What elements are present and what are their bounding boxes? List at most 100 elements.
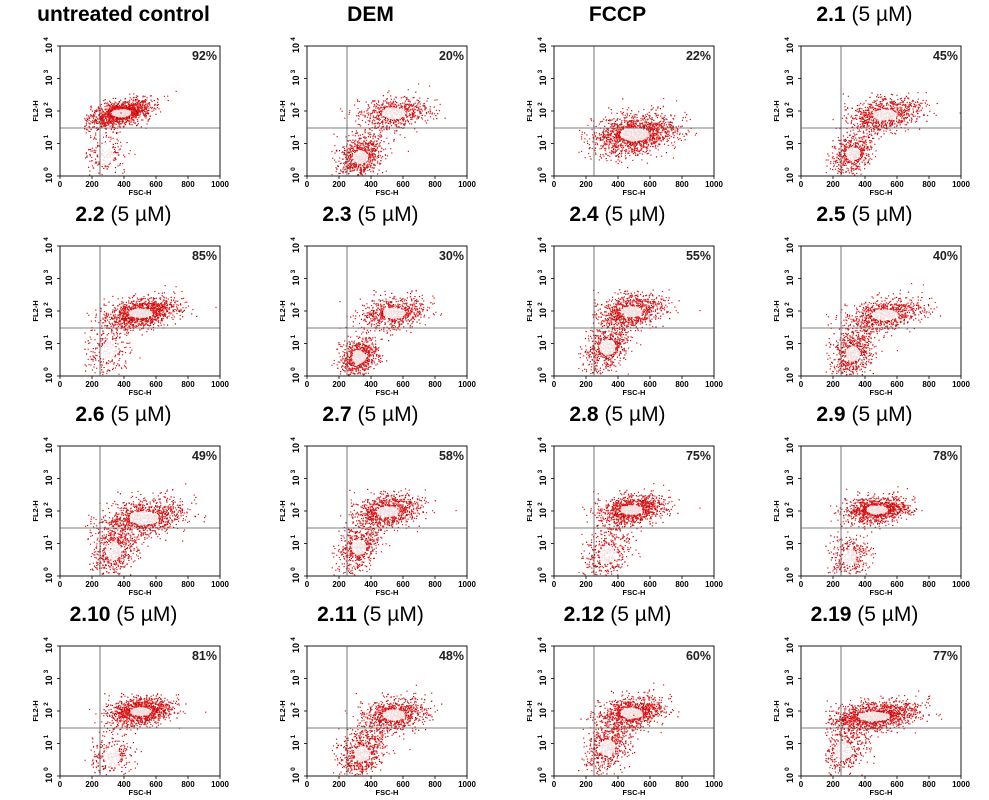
scatter-point [110, 113, 112, 116]
scatter-point [109, 105, 111, 107]
scatter-point [860, 125, 862, 127]
scatter-point [136, 109, 138, 112]
scatter-point [357, 157, 359, 159]
scatter-point [352, 158, 354, 160]
scatter-point [616, 123, 618, 125]
scatter-point [626, 143, 628, 145]
scatter-plot: 22%0 200 400 600 800 1000FSC-H100101102103104… [525, 37, 723, 197]
scatter-point [105, 156, 107, 158]
scatter-point [387, 117, 389, 120]
scatter-point [340, 169, 342, 171]
scatter-point [615, 135, 617, 137]
scatter-point [354, 104, 356, 106]
scatter-point [373, 100, 375, 102]
scatter-point [118, 108, 120, 110]
scatter-point [352, 150, 354, 152]
scatter-point [86, 120, 88, 122]
scatter-point [647, 124, 649, 126]
scatter-point [363, 141, 365, 143]
scatter-point [116, 151, 118, 154]
scatter-point [909, 108, 911, 110]
scatter-point [138, 105, 140, 107]
scatter-point [876, 125, 878, 127]
scatter-point [648, 125, 650, 127]
scatter-point [334, 145, 336, 147]
scatter-point [133, 122, 135, 124]
scatter-point [98, 161, 100, 163]
scatter-point [372, 153, 374, 155]
scatter-point [408, 99, 410, 101]
scatter-point [361, 153, 363, 155]
scatter-point [85, 122, 87, 124]
scatter-point [124, 122, 126, 124]
scatter-point [649, 130, 651, 132]
scatter-point [380, 128, 382, 130]
scatter-point [345, 145, 348, 147]
scatter-point [380, 150, 382, 152]
scatter-point [137, 123, 139, 125]
scatter-point [100, 125, 103, 127]
scatter-point [899, 102, 901, 104]
scatter-point [124, 101, 126, 103]
scatter-point [354, 169, 356, 171]
scatter-point [640, 134, 642, 136]
scatter-point [880, 114, 883, 116]
scatter-point [372, 100, 374, 103]
scatter-point [355, 161, 357, 163]
scatter-point [624, 120, 626, 122]
scatter-point [159, 111, 162, 113]
scatter-point [634, 130, 636, 132]
scatter-point [631, 125, 633, 127]
scatter-point [401, 105, 403, 107]
scatter-point [89, 153, 91, 155]
scatter-point [654, 134, 657, 136]
scatter-point [372, 148, 374, 151]
scatter-point [345, 166, 347, 168]
scatter-point [349, 166, 351, 168]
scatter-point [358, 165, 360, 168]
scatter-point [138, 110, 141, 112]
scatter-point [140, 126, 142, 128]
scatter-point [126, 101, 128, 103]
scatter-point [137, 111, 139, 114]
scatter-point [861, 122, 863, 125]
scatter-point [100, 120, 102, 122]
scatter-point [354, 164, 356, 166]
scatter-point [157, 104, 160, 106]
scatter-point [361, 172, 363, 175]
scatter-point [347, 164, 350, 166]
scatter-point [658, 122, 660, 124]
scatter-point [400, 97, 402, 99]
scatter-point [360, 162, 363, 164]
scatter-point [649, 138, 651, 140]
scatter-point [378, 150, 380, 152]
scatter-point [114, 159, 116, 161]
scatter-point [396, 110, 398, 112]
scatter-point [670, 124, 672, 126]
scatter-point [406, 97, 408, 99]
scatter-point [635, 153, 637, 155]
scatter-point [349, 150, 351, 152]
scatter-point [629, 140, 631, 142]
scatter-point [390, 148, 392, 150]
scatter-point [631, 130, 633, 132]
scatter-point [360, 158, 362, 160]
scatter-point [114, 116, 116, 118]
scatter-point [362, 165, 364, 167]
scatter-point [369, 115, 372, 117]
scatter-point [393, 113, 395, 115]
scatter-point [370, 140, 372, 142]
scatter-point [352, 147, 354, 149]
scatter-point [97, 122, 100, 124]
scatter-point [357, 100, 359, 102]
scatter-point [377, 116, 379, 118]
scatter-point [905, 110, 908, 112]
scatter-point [106, 116, 108, 118]
scatter-point [642, 118, 644, 120]
scatter-point [109, 154, 111, 156]
scatter-point [674, 131, 676, 133]
scatter-point [638, 140, 640, 142]
scatter-point [143, 109, 145, 111]
scatter-point [111, 105, 114, 107]
scatter-point [129, 107, 131, 109]
